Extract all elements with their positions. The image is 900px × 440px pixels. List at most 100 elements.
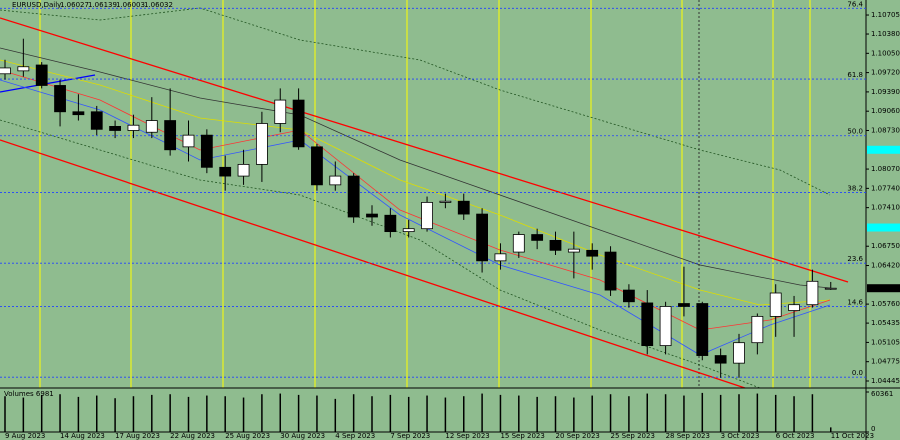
x-tick-label: 22 Aug 2023 bbox=[170, 432, 215, 440]
candle-body bbox=[806, 280, 819, 306]
candle-body bbox=[329, 175, 342, 186]
candle-body bbox=[402, 228, 415, 233]
candle-body bbox=[623, 289, 635, 303]
x-tick-label: 17 Aug 2023 bbox=[115, 432, 160, 440]
y-tick-label: 1.10050 bbox=[871, 49, 900, 57]
fib-label: 76.4 bbox=[847, 0, 863, 8]
candle-body bbox=[769, 292, 782, 317]
fib-label: 0.0 bbox=[852, 369, 863, 377]
x-tick-label: 4 Sep 2023 bbox=[335, 432, 375, 440]
y-tick-label: 1.09720 bbox=[871, 69, 900, 77]
x-tick-label: 30 Aug 2023 bbox=[280, 432, 325, 440]
fib-label: 38.2 bbox=[847, 184, 863, 192]
y-tick-label: 1.05435 bbox=[871, 319, 900, 327]
candle-body bbox=[549, 239, 562, 251]
candle-body bbox=[531, 234, 544, 241]
header-high: 1.06139 bbox=[88, 1, 117, 9]
candle-body bbox=[586, 249, 599, 257]
x-tick-label: 15 Sep 2023 bbox=[500, 432, 544, 440]
price-marker-label: 1.06032 bbox=[871, 284, 900, 292]
vertical-lines bbox=[39, 0, 811, 388]
candle-body bbox=[457, 200, 470, 215]
candle-body bbox=[347, 175, 360, 218]
header-open: 1.06027 bbox=[60, 1, 89, 9]
candle-body bbox=[696, 303, 709, 356]
y-tick-label: 1.07410 bbox=[871, 204, 900, 212]
y-tick-label: 1.08070 bbox=[871, 165, 900, 173]
y-tick-label: 1.08730 bbox=[871, 126, 900, 134]
x-tick-label: 14 Aug 2023 bbox=[60, 432, 105, 440]
v-tick-label: 0 bbox=[871, 425, 875, 433]
y-tick-label: 1.09390 bbox=[871, 88, 900, 96]
candle-body bbox=[17, 66, 30, 72]
fib-label: 50.0 bbox=[847, 128, 863, 136]
candle-body bbox=[237, 163, 250, 177]
v-tick-label: 60361 bbox=[871, 390, 893, 398]
candle-body bbox=[512, 234, 525, 253]
candle-body bbox=[54, 85, 66, 113]
y-tick-label: 1.10705 bbox=[871, 11, 900, 19]
header-close: 1.06032 bbox=[144, 1, 173, 9]
axis-marker bbox=[867, 223, 900, 232]
x-tick-label: 20 Sep 2023 bbox=[556, 432, 600, 440]
candle-body bbox=[366, 213, 378, 218]
candle-body bbox=[678, 303, 690, 307]
candle-body bbox=[127, 124, 140, 131]
y-tick-label: 1.09060 bbox=[871, 107, 900, 115]
candle-body bbox=[200, 134, 213, 168]
candle-body bbox=[494, 253, 507, 262]
candle-body bbox=[255, 123, 268, 165]
candle-body bbox=[659, 306, 672, 347]
candle-body bbox=[109, 125, 121, 131]
volume-title: Volumes 6981 bbox=[4, 390, 54, 398]
x-tick-label: 9 Aug 2023 bbox=[5, 432, 45, 440]
price-marker bbox=[867, 284, 900, 293]
candle-body bbox=[641, 302, 654, 347]
y-tick-label: 1.04445 bbox=[871, 377, 900, 385]
y-tick-label: 1.10380 bbox=[871, 30, 900, 38]
candle-body bbox=[824, 287, 837, 290]
candle-body bbox=[733, 342, 745, 364]
axis-marker bbox=[867, 145, 900, 154]
x-tick-label: 28 Sep 2023 bbox=[666, 432, 710, 440]
x-tick-label: 25 Sep 2023 bbox=[611, 432, 655, 440]
candle-body bbox=[604, 251, 617, 291]
candle-body bbox=[182, 134, 195, 148]
candle-body bbox=[421, 201, 433, 230]
candle-body bbox=[72, 111, 85, 116]
candle-body bbox=[35, 64, 48, 86]
candle-body bbox=[714, 355, 727, 364]
fib-label: 23.6 bbox=[847, 255, 863, 263]
channel bbox=[0, 17, 849, 389]
y-tick-label: 1.05760 bbox=[871, 300, 900, 308]
fib-label: 61.8 bbox=[847, 71, 863, 79]
x-tick-label: 11 Oct 2023 bbox=[831, 432, 874, 440]
x-tick-label: 6 Oct 2023 bbox=[776, 432, 815, 440]
candle-body bbox=[384, 214, 397, 233]
candle-body bbox=[145, 120, 158, 133]
x-tick-label: 12 Sep 2023 bbox=[445, 432, 489, 440]
x-tick-label: 3 Oct 2023 bbox=[721, 432, 760, 440]
candle-body bbox=[311, 146, 323, 186]
candle-body bbox=[567, 248, 580, 253]
candle-body bbox=[219, 166, 232, 177]
y-tick-label: 1.06420 bbox=[871, 262, 900, 270]
y-tick-label: 1.07740 bbox=[871, 184, 900, 192]
candle-body bbox=[751, 315, 764, 344]
candle-body bbox=[476, 213, 489, 262]
x-tick-label: 25 Aug 2023 bbox=[225, 432, 270, 440]
candle-body bbox=[0, 67, 11, 75]
y-tick-label: 1.05105 bbox=[871, 338, 900, 346]
header-low: 1.06003 bbox=[116, 1, 145, 9]
candle-body bbox=[164, 120, 177, 151]
candle-body bbox=[90, 111, 103, 130]
header: EURUSD,Daily 1.06027 1.06139 1.06003 1.0… bbox=[12, 1, 173, 9]
y-tick-label: 1.06750 bbox=[871, 242, 900, 250]
symbol: EURUSD,Daily bbox=[12, 1, 61, 9]
y-tick-label: 1.04775 bbox=[871, 358, 900, 366]
x-tick-label: 7 Sep 2023 bbox=[390, 432, 430, 440]
candle-body bbox=[439, 200, 452, 203]
candle-body bbox=[788, 304, 800, 311]
candle-body bbox=[292, 99, 305, 148]
